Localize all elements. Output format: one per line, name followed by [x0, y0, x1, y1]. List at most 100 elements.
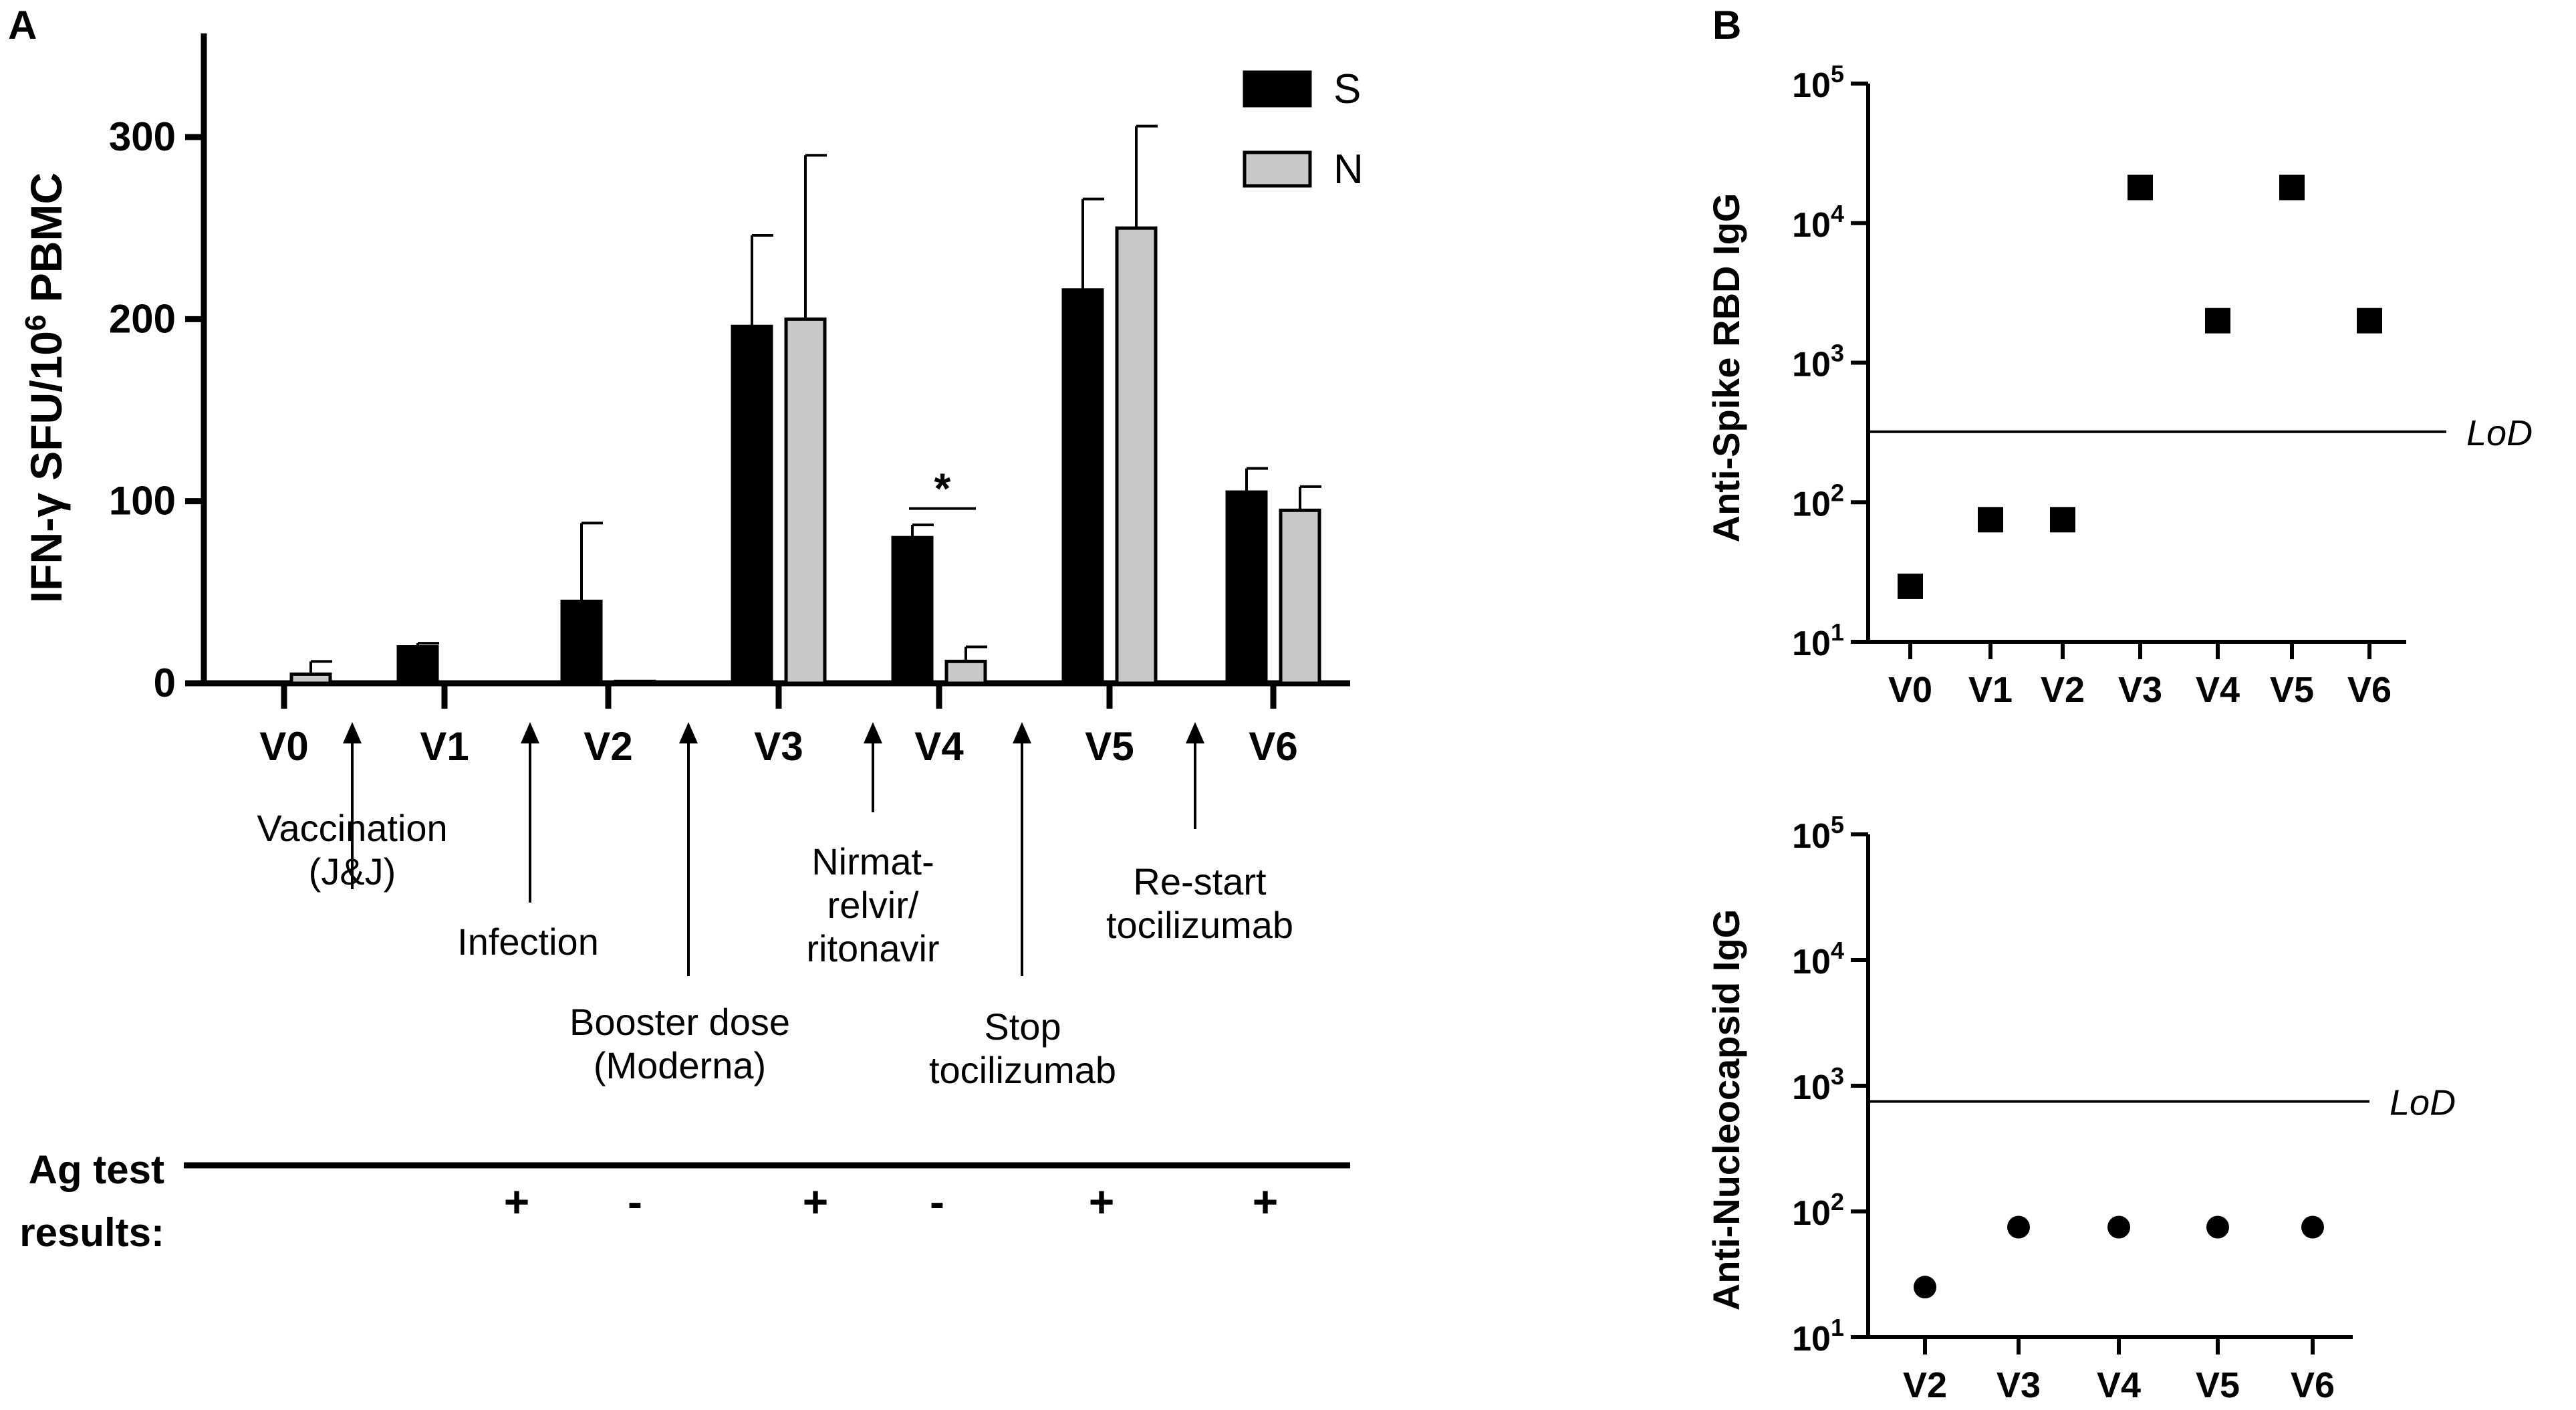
- panel-a-legend: SN: [1243, 66, 1364, 193]
- ag-test-result: -: [628, 1177, 642, 1226]
- x-tick-label: V0: [259, 724, 308, 769]
- bar-S-V6: [1225, 490, 1268, 685]
- event-label: (J&J): [309, 850, 396, 893]
- event-arrow-head: [679, 722, 698, 743]
- x-tick-label: V2: [2041, 670, 2085, 710]
- event-arrow-head: [1186, 722, 1204, 743]
- event-label: tocilizumab: [1106, 904, 1293, 946]
- x-tick-label: V6: [2291, 1365, 2335, 1405]
- bar-N-V3: [784, 317, 827, 685]
- y-tick-label: 102: [1792, 1188, 1844, 1233]
- ag-test-label: results:: [19, 1210, 164, 1255]
- ag-test-result: +: [803, 1177, 829, 1226]
- legend-swatch-S: [1243, 70, 1312, 108]
- event-label: tocilizumab: [929, 1049, 1116, 1091]
- point-V1: [1978, 507, 2003, 533]
- event-label: (Moderna): [594, 1044, 766, 1086]
- ag-test-results: Ag test results: + - + - + +: [19, 1147, 1350, 1255]
- panel-b-spike-scatter: Anti-Spike RBD IgG 101 102 103 104 105 V0 V1 V2…: [1705, 60, 2533, 710]
- y-tick-label: 102: [1792, 479, 1844, 523]
- bar-S-V2: [560, 599, 603, 685]
- significance-star: *: [934, 465, 951, 513]
- event-arrow-head: [343, 722, 362, 743]
- x-tick-label: V6: [2347, 670, 2392, 710]
- x-tick-label: V4: [914, 724, 964, 769]
- point-V3: [2007, 1215, 2030, 1239]
- ag-test-result: -: [930, 1177, 944, 1226]
- panel-a-axes: 0 100 200 300 V0 V1 V2 V3 V4 V5 V6: [109, 33, 1350, 769]
- x-tick-label: V2: [584, 724, 632, 769]
- panel-label-a: A: [8, 3, 37, 47]
- y-tick-label: 0: [154, 661, 176, 705]
- x-tick-label: V4: [2196, 670, 2240, 710]
- x-tick-label: V3: [754, 724, 803, 769]
- point-V4: [2107, 1215, 2130, 1239]
- y-tick-label: 105: [1792, 60, 1844, 105]
- x-tick-label: V6: [1249, 724, 1297, 769]
- x-tick-label: V1: [1968, 670, 2013, 710]
- point-V3: [2128, 174, 2153, 201]
- y-tick-label: 101: [1792, 618, 1844, 663]
- bar-S-V1: [396, 645, 439, 685]
- bar-N-V4: [944, 659, 987, 685]
- ag-test-result: +: [504, 1177, 530, 1226]
- ag-test-result: +: [1089, 1177, 1115, 1226]
- panel-a-bars: *: [289, 124, 1321, 685]
- event-label: Booster dose: [569, 1001, 790, 1043]
- bar-S-V5: [1061, 288, 1104, 685]
- bar-N-V5: [1115, 226, 1158, 685]
- y-tick-label: 104: [1792, 200, 1844, 245]
- x-tick-label: V0: [1888, 670, 1932, 710]
- y-tick-label: 200: [109, 296, 176, 341]
- y-tick-label: 103: [1792, 1062, 1844, 1107]
- point-V4: [2205, 308, 2230, 334]
- bar-N-V2: [614, 679, 656, 685]
- event-arrow-head: [521, 722, 539, 743]
- point-V5: [2206, 1215, 2229, 1239]
- x-tick-label: V3: [1997, 1365, 2041, 1405]
- ag-test-result: +: [1253, 1177, 1279, 1226]
- x-tick-label: V5: [1085, 724, 1134, 769]
- nucleocapsid-ylabel: Anti-Nucleocapsid IgG: [1705, 909, 1747, 1311]
- panel-b-nucleocapsid-scatter: Anti-Nucleocapsid IgG 101 102 103 104 105 V2 V…: [1705, 811, 2456, 1405]
- legend-label-N: N: [1333, 146, 1364, 193]
- x-tick-label: V3: [2118, 670, 2162, 710]
- panel-a-bar-chart: 0 100 200 300 V0 V1 V2 V3 V4 V5 V6 * SN Vaccinatio…: [19, 33, 1364, 1255]
- y-tick-label: 100: [109, 479, 176, 523]
- point-V5: [2279, 174, 2305, 201]
- y-tick-label: 101: [1792, 1314, 1844, 1359]
- spike-ylabel: Anti-Spike RBD IgG: [1705, 193, 1747, 543]
- x-tick-label: V1: [420, 724, 469, 769]
- panel-a-ylabel: IFN-γ SFU/106 PBMC: [19, 172, 71, 603]
- y-tick-label: 300: [109, 114, 176, 159]
- panel-a-events: Vaccination(J&J) Infection Booster dose(Mo…: [257, 722, 1293, 1091]
- lod-label: LoD: [2466, 413, 2533, 453]
- point-V6: [2357, 308, 2382, 334]
- event-arrow-head: [1013, 722, 1031, 743]
- point-V6: [2301, 1215, 2324, 1239]
- point-V0: [1898, 573, 1923, 599]
- bar-S-V4: [891, 536, 934, 685]
- event-label: Re-start: [1133, 860, 1267, 903]
- y-tick-label: 105: [1792, 811, 1844, 856]
- bar-N-V0: [289, 672, 332, 685]
- x-tick-label: V5: [2196, 1365, 2240, 1405]
- x-tick-label: V5: [2270, 670, 2314, 710]
- event-label: Infection: [457, 921, 599, 963]
- point-V2: [1914, 1276, 1936, 1299]
- point-V2: [2050, 507, 2075, 533]
- y-tick-label: 103: [1792, 340, 1844, 384]
- event-label: Vaccination: [257, 807, 447, 849]
- event-label: Stop: [984, 1006, 1061, 1048]
- legend-label-S: S: [1333, 66, 1361, 112]
- x-tick-label: V2: [1903, 1365, 1947, 1405]
- event-label: Nirmat-: [811, 840, 934, 883]
- ag-test-label: Ag test: [29, 1147, 164, 1192]
- bar-S-V3: [731, 324, 773, 685]
- x-tick-label: V4: [2097, 1365, 2141, 1405]
- y-tick-label: 104: [1792, 937, 1844, 981]
- event-label: relvir/: [827, 884, 919, 926]
- lod-label: LoD: [2390, 1082, 2456, 1123]
- event-arrow-head: [864, 722, 882, 743]
